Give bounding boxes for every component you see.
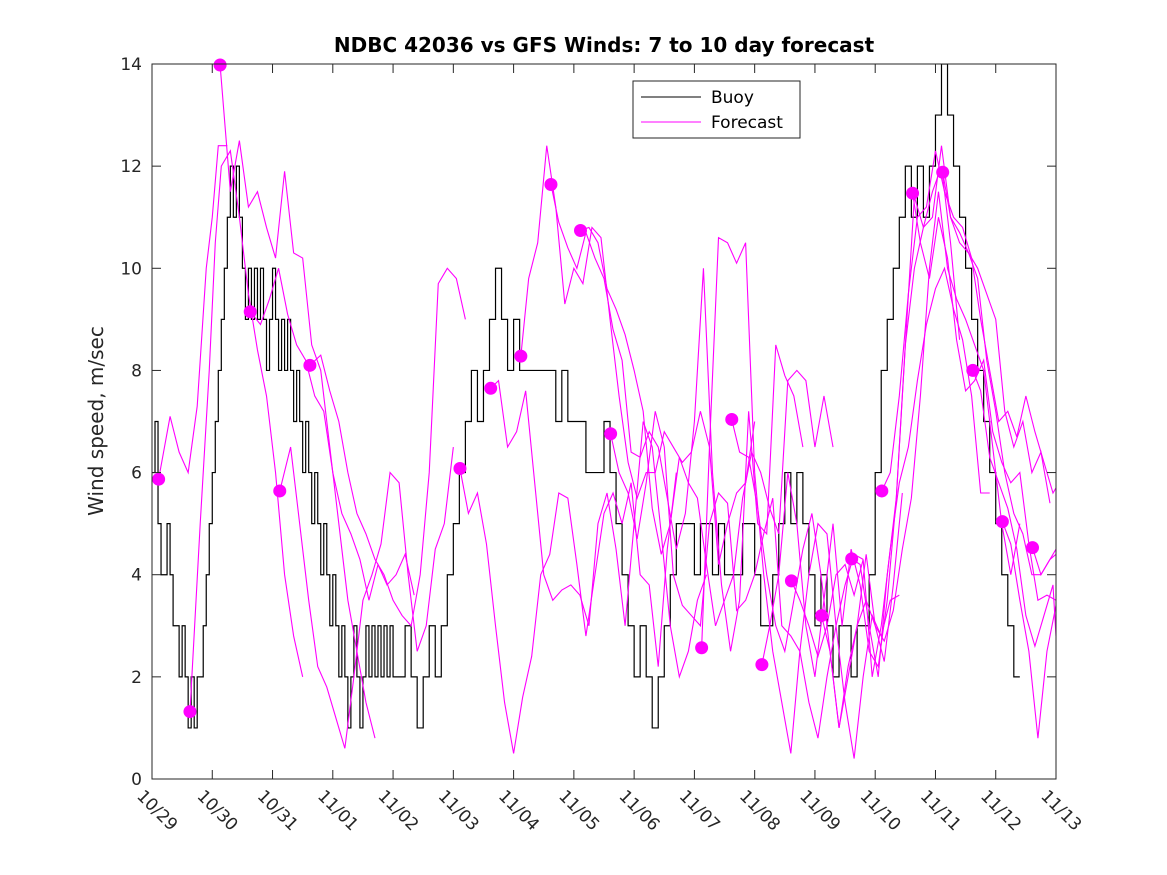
forecast-trace-10 <box>580 226 834 626</box>
forecast-start-point <box>303 358 317 372</box>
forecast-start-point <box>273 484 287 498</box>
forecast-start-point <box>845 552 859 566</box>
forecast-start-point <box>784 574 798 588</box>
forecast-start-point <box>604 427 618 441</box>
chart-title: NDBC 42036 vs GFS Winds: 7 to 10 day for… <box>334 33 875 57</box>
forecast-start-point <box>183 705 197 719</box>
forecast-trace-12 <box>701 236 900 759</box>
forecast-trace-3 <box>249 268 415 601</box>
forecast-series <box>158 64 1056 759</box>
forecast-trace-13 <box>731 419 903 729</box>
forecast-start-points <box>152 58 1039 719</box>
legend-forecast-label: Forecast <box>711 113 783 133</box>
forecast-start-point <box>936 165 950 179</box>
forecast-trace-5 <box>309 267 466 628</box>
forecast-trace-18 <box>881 150 1056 495</box>
forecast-trace-1 <box>189 149 304 712</box>
forecast-trace-11 <box>610 411 864 739</box>
forecast-trace-4 <box>279 446 454 749</box>
forecast-trace-22 <box>1001 521 1056 739</box>
forecast-start-point <box>544 178 558 192</box>
legend-box <box>632 80 801 139</box>
forecast-trace-0 <box>158 145 228 480</box>
y-axis-label: Wind speed, m/sec <box>84 326 108 516</box>
forecast-trace-16 <box>821 191 1021 729</box>
plot-frame <box>151 63 1057 780</box>
forecast-trace-14 <box>761 165 961 677</box>
forecast-start-point <box>453 461 467 475</box>
y-tick-label: 6 <box>131 464 142 484</box>
y-axis: 0 2 4 6 8 10 12 14 <box>120 55 1056 790</box>
forecast-start-point <box>213 58 227 72</box>
forecast-trace-6 <box>459 468 677 754</box>
forecast-trace-7 <box>490 379 707 680</box>
y-tick-label: 0 <box>131 770 142 790</box>
forecast-start-point <box>573 223 587 237</box>
forecast-trace-23 <box>1031 547 1056 577</box>
forecast-start-point <box>725 412 739 426</box>
forecast-start-point <box>966 363 980 377</box>
forecast-trace-20 <box>942 172 1056 576</box>
forecast-start-point <box>695 641 709 655</box>
y-tick-label: 12 <box>120 157 142 177</box>
forecast-trace-19 <box>912 193 1056 602</box>
legend: Buoy Forecast <box>632 80 801 139</box>
y-tick-label: 10 <box>120 259 142 279</box>
forecast-start-point <box>152 472 166 486</box>
forecast-start-point <box>875 484 889 498</box>
forecast-start-point <box>484 381 498 395</box>
y-tick-label: 2 <box>131 668 142 688</box>
y-tick-label: 8 <box>131 361 142 381</box>
forecast-start-point <box>243 305 257 319</box>
forecast-trace-21 <box>972 370 1056 649</box>
forecast-start-point <box>906 186 920 200</box>
forecast-trace-8 <box>520 145 756 565</box>
forecast-start-point <box>1025 541 1039 555</box>
y-tick-label: 4 <box>131 566 142 586</box>
forecast-start-point <box>995 515 1009 529</box>
forecast-start-point <box>815 609 829 623</box>
y-tick-label: 14 <box>120 55 142 75</box>
legend-buoy-label: Buoy <box>711 88 754 108</box>
forecast-start-point <box>514 349 528 363</box>
forecast-start-point <box>755 658 769 672</box>
forecast-trace-2 <box>219 64 376 739</box>
